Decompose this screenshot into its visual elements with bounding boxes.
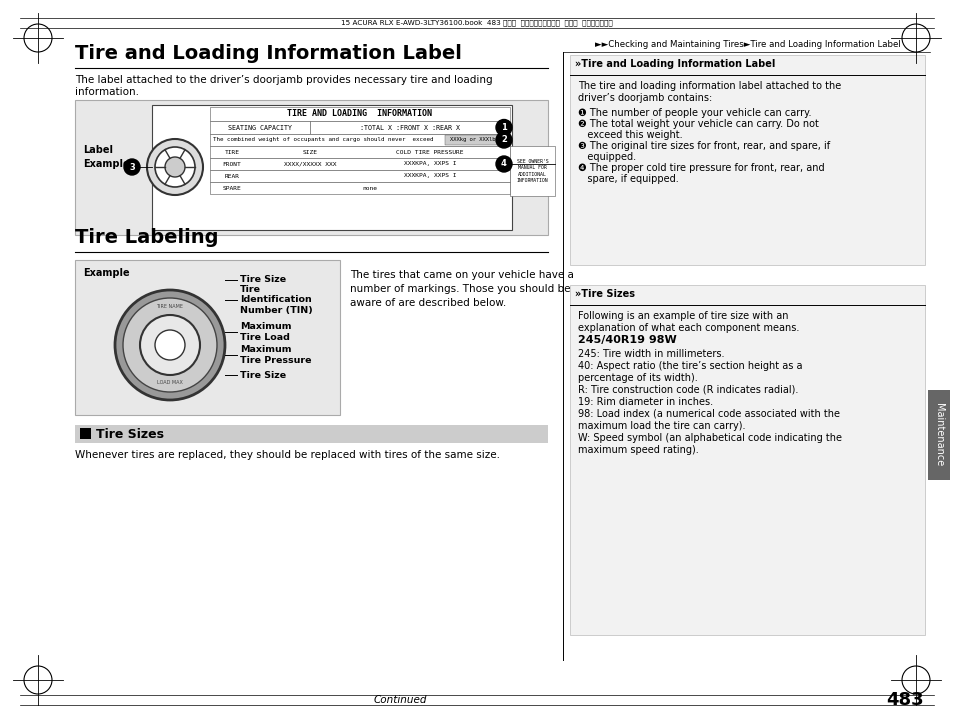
Text: XXXkg or XXXlbs.: XXXkg or XXXlbs. bbox=[450, 138, 502, 142]
Circle shape bbox=[496, 156, 512, 172]
Text: Tire
Identification
Number (TIN): Tire Identification Number (TIN) bbox=[240, 285, 313, 315]
FancyBboxPatch shape bbox=[444, 135, 507, 145]
Text: ❸ The original tire sizes for front, rear, and spare, if: ❸ The original tire sizes for front, rea… bbox=[578, 141, 829, 151]
Circle shape bbox=[496, 132, 512, 148]
Text: 483: 483 bbox=[885, 691, 923, 709]
Text: 245: Tire width in millimeters.: 245: Tire width in millimeters. bbox=[578, 349, 723, 359]
Text: 3: 3 bbox=[129, 162, 134, 172]
Text: maximum load the tire can carry).: maximum load the tire can carry). bbox=[578, 421, 744, 431]
FancyBboxPatch shape bbox=[210, 107, 510, 121]
Text: Tire and Loading Information Label: Tire and Loading Information Label bbox=[75, 44, 461, 63]
Text: XXXX/XXXXX XXX: XXXX/XXXXX XXX bbox=[283, 162, 335, 167]
Circle shape bbox=[123, 298, 216, 392]
Circle shape bbox=[147, 139, 203, 195]
Text: equipped.: equipped. bbox=[578, 152, 636, 162]
Circle shape bbox=[165, 157, 185, 177]
FancyBboxPatch shape bbox=[75, 260, 339, 415]
Text: Whenever tires are replaced, they should be replaced with tires of the same size: Whenever tires are replaced, they should… bbox=[75, 450, 499, 460]
Text: Maximum
Tire Pressure: Maximum Tire Pressure bbox=[240, 345, 312, 365]
Text: FRONT: FRONT bbox=[222, 162, 241, 167]
Text: SIZE: SIZE bbox=[302, 149, 317, 154]
Text: TIRE: TIRE bbox=[224, 149, 239, 154]
Text: Maintenance: Maintenance bbox=[933, 404, 943, 467]
Text: SPARE: SPARE bbox=[222, 185, 241, 190]
Text: 2: 2 bbox=[500, 136, 506, 144]
Circle shape bbox=[115, 290, 225, 400]
Text: TIRE NAME: TIRE NAME bbox=[156, 304, 183, 309]
Text: The label attached to the driver’s doorjamb provides necessary tire and loading
: The label attached to the driver’s doorj… bbox=[75, 75, 492, 97]
Text: Maximum
Tire Load: Maximum Tire Load bbox=[240, 322, 292, 342]
Text: »Tire and Loading Information Label: »Tire and Loading Information Label bbox=[575, 59, 775, 69]
Text: Label
Example: Label Example bbox=[83, 146, 130, 169]
FancyBboxPatch shape bbox=[569, 55, 924, 265]
Circle shape bbox=[154, 147, 194, 187]
FancyBboxPatch shape bbox=[310, 121, 510, 134]
Text: The tire and loading information label attached to the: The tire and loading information label a… bbox=[578, 81, 841, 91]
FancyBboxPatch shape bbox=[210, 170, 510, 182]
Text: W: Speed symbol (an alphabetical code indicating the: W: Speed symbol (an alphabetical code in… bbox=[578, 433, 841, 443]
Text: XXXKPA, XXPS I: XXXKPA, XXPS I bbox=[403, 162, 456, 167]
Text: Example: Example bbox=[83, 268, 130, 278]
Text: The tires that came on your vehicle have a
number of markings. Those you should : The tires that came on your vehicle have… bbox=[350, 270, 574, 308]
Text: Continued: Continued bbox=[373, 695, 426, 705]
Text: driver’s doorjamb contains:: driver’s doorjamb contains: bbox=[578, 93, 712, 103]
Text: exceed this weight.: exceed this weight. bbox=[578, 130, 682, 140]
FancyBboxPatch shape bbox=[75, 100, 547, 235]
Text: Tire Size: Tire Size bbox=[240, 370, 286, 380]
Text: Following is an example of tire size with an: Following is an example of tire size wit… bbox=[578, 311, 788, 321]
FancyBboxPatch shape bbox=[210, 121, 310, 134]
Text: LOAD MAX: LOAD MAX bbox=[157, 381, 183, 386]
Text: XXXKPA, XXPS I: XXXKPA, XXPS I bbox=[403, 174, 456, 179]
Text: SEE OWNER'S
MANUAL FOR
ADDITIONAL
INFORMATION: SEE OWNER'S MANUAL FOR ADDITIONAL INFORM… bbox=[517, 159, 548, 183]
Text: :TOTAL X :FRONT X :REAR X: :TOTAL X :FRONT X :REAR X bbox=[359, 124, 459, 131]
Circle shape bbox=[124, 159, 140, 175]
Text: REAR: REAR bbox=[224, 174, 239, 179]
FancyBboxPatch shape bbox=[152, 105, 512, 230]
FancyBboxPatch shape bbox=[927, 390, 949, 480]
Text: Tire Sizes: Tire Sizes bbox=[96, 427, 164, 441]
FancyBboxPatch shape bbox=[210, 134, 510, 146]
FancyBboxPatch shape bbox=[210, 146, 510, 158]
Circle shape bbox=[496, 119, 512, 136]
Text: 40: Aspect ratio (the tire’s section height as a: 40: Aspect ratio (the tire’s section hei… bbox=[578, 361, 801, 371]
Text: COLD TIRE PRESSURE: COLD TIRE PRESSURE bbox=[395, 149, 463, 154]
FancyBboxPatch shape bbox=[210, 158, 510, 170]
Text: maximum speed rating).: maximum speed rating). bbox=[578, 445, 698, 455]
Text: TIRE AND LOADING  INFORMATION: TIRE AND LOADING INFORMATION bbox=[287, 110, 432, 118]
Text: none: none bbox=[362, 185, 377, 190]
FancyBboxPatch shape bbox=[569, 285, 924, 635]
Text: ►►Checking and Maintaining Tires►Tire and Loading Information Label: ►►Checking and Maintaining Tires►Tire an… bbox=[595, 40, 900, 49]
Text: ❷ The total weight your vehicle can carry. Do not: ❷ The total weight your vehicle can carr… bbox=[578, 119, 818, 129]
FancyBboxPatch shape bbox=[510, 146, 555, 196]
Text: SEATING CAPACITY: SEATING CAPACITY bbox=[228, 124, 292, 131]
Circle shape bbox=[140, 315, 200, 375]
Text: 4: 4 bbox=[500, 159, 506, 169]
Text: »Tire Sizes: »Tire Sizes bbox=[575, 289, 635, 299]
FancyBboxPatch shape bbox=[210, 182, 510, 194]
Text: ❹ The proper cold tire pressure for front, rear, and: ❹ The proper cold tire pressure for fron… bbox=[578, 163, 823, 173]
Text: 245/40R19 98W: 245/40R19 98W bbox=[578, 335, 676, 345]
Text: 1: 1 bbox=[500, 123, 506, 132]
Text: spare, if equipped.: spare, if equipped. bbox=[578, 174, 678, 184]
FancyBboxPatch shape bbox=[80, 428, 91, 439]
Text: Tire Size: Tire Size bbox=[240, 276, 286, 284]
Text: 15 ACURA RLX E-AWD-3LTY36100.book  483 ページ  ２０１４年８月６日  水曜日  午後１時５９分: 15 ACURA RLX E-AWD-3LTY36100.book 483 ペー… bbox=[341, 19, 612, 27]
Circle shape bbox=[154, 330, 185, 360]
Text: ❶ The number of people your vehicle can carry.: ❶ The number of people your vehicle can … bbox=[578, 108, 811, 118]
Text: R: Tire construction code (R indicates radial).: R: Tire construction code (R indicates r… bbox=[578, 385, 798, 395]
FancyBboxPatch shape bbox=[75, 425, 547, 443]
Text: 19: Rim diameter in inches.: 19: Rim diameter in inches. bbox=[578, 397, 713, 407]
Text: percentage of its width).: percentage of its width). bbox=[578, 373, 697, 383]
Text: Tire Labeling: Tire Labeling bbox=[75, 228, 218, 247]
Text: explanation of what each component means.: explanation of what each component means… bbox=[578, 323, 799, 333]
Text: 98: Load index (a numerical code associated with the: 98: Load index (a numerical code associa… bbox=[578, 409, 840, 419]
Text: The combined weight of occupants and cargo should never  exceed: The combined weight of occupants and car… bbox=[213, 138, 433, 142]
